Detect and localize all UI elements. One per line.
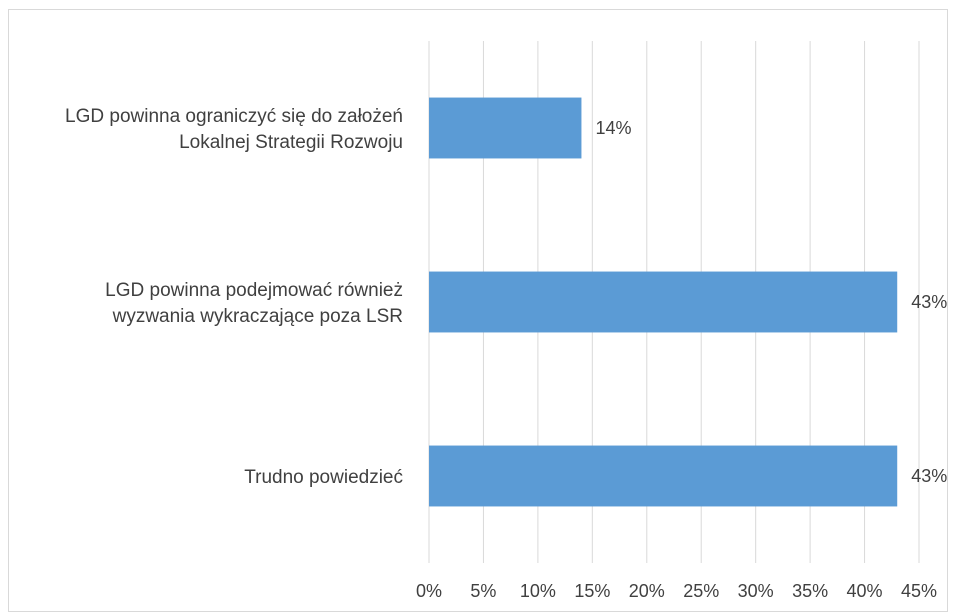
category-label-line: LGD powinna ograniczyć się do założeń [65, 106, 403, 127]
x-tick-label: 10% [520, 581, 556, 601]
category-label: LGD powinna podejmować również wyzwania w… [105, 280, 403, 327]
category-label: Trudno powiedzieć [244, 467, 403, 488]
x-tick-label: 25% [683, 581, 719, 601]
category-label-line: Lokalnej Strategii Rozwoju [179, 132, 403, 153]
bar [429, 97, 582, 159]
data-label: 43% [911, 466, 947, 486]
bar [429, 271, 898, 333]
x-tick-label: 5% [470, 581, 496, 601]
category-label-line: Trudno powiedzieć [244, 467, 403, 488]
category-label-line: LGD powinna podejmować również [105, 280, 403, 301]
x-tick-label: 40% [847, 581, 883, 601]
x-tick-label: 15% [574, 581, 610, 601]
bar [429, 445, 898, 507]
x-tick-label: 0% [416, 581, 442, 601]
x-tick-label: 35% [792, 581, 828, 601]
data-label: 43% [911, 292, 947, 312]
x-tick-label: 20% [629, 581, 665, 601]
data-label: 14% [595, 118, 631, 138]
category-label: LGD powinna ograniczyć się do założeń Lok… [65, 106, 403, 153]
x-tick-label: 45% [901, 581, 937, 601]
category-label-line: wyzwania wykraczające poza LSR [112, 306, 403, 327]
x-tick-label: 30% [738, 581, 774, 601]
